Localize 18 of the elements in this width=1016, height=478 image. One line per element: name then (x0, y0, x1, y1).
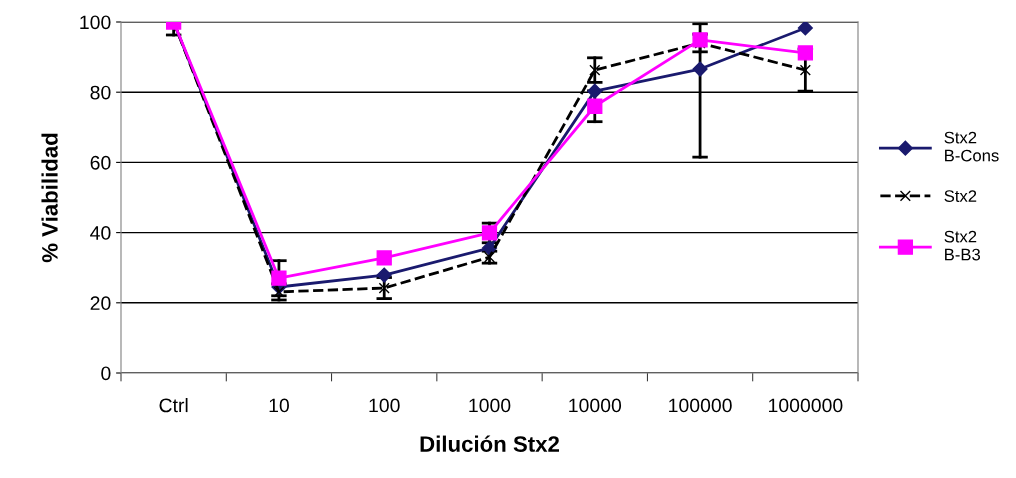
x-tick-label: 1000000 (768, 398, 843, 413)
x-tick-label: 1000 (469, 398, 511, 413)
legend-label: Stx2 (944, 190, 977, 202)
x-tick-label: 10000 (569, 398, 622, 413)
y-tick-label: 60 (90, 155, 111, 170)
x-axis-title: Dilución Stx2 (420, 435, 559, 452)
legend-label: Stx2 B-B3 (944, 230, 981, 261)
x-tick-label: Ctrl (159, 398, 188, 413)
y-axis-title: % Viabilidad (41, 133, 58, 263)
y-tick-label: 100 (80, 15, 111, 30)
legend-label: Stx2 B-Cons (944, 131, 999, 162)
x-tick-label: 100 (369, 398, 400, 413)
y-tick-label: 80 (90, 85, 111, 100)
y-tick-label: 0 (101, 366, 111, 381)
y-tick-label: 20 (90, 296, 111, 311)
x-tick-label: 100000 (669, 398, 732, 413)
y-tick-label: 40 (90, 226, 111, 240)
x-tick-label: 10 (269, 398, 289, 413)
